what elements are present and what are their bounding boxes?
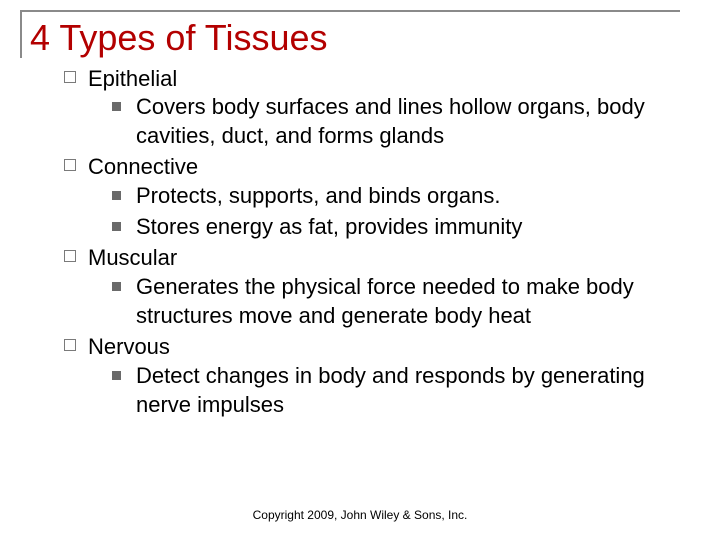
tissue-label: Connective [88, 152, 680, 182]
copyright-footer: Copyright 2009, John Wiley & Sons, Inc. [0, 508, 720, 522]
sub-text: Protects, supports, and binds organs. [136, 182, 680, 211]
sub-list: Protects, supports, and binds organs. St… [88, 182, 680, 241]
list-item: Nervous Detect changes in body and respo… [60, 332, 680, 419]
sub-list: Detect changes in body and responds by g… [88, 362, 680, 419]
sub-item: Generates the physical force needed to m… [108, 273, 680, 330]
list-item: Connective Protects, supports, and binds… [60, 152, 680, 241]
sub-item: Covers body surfaces and lines hollow or… [108, 93, 680, 150]
bullet-list: Epithelial Covers body surfaces and line… [60, 64, 680, 420]
content-area: Epithelial Covers body surfaces and line… [20, 64, 700, 420]
sub-list: Covers body surfaces and lines hollow or… [88, 93, 680, 150]
slide: 4 Types of Tissues Epithelial Covers bod… [0, 0, 720, 540]
tissue-label: Nervous [88, 332, 680, 362]
list-item: Epithelial Covers body surfaces and line… [60, 64, 680, 151]
tissue-label: Epithelial [88, 64, 680, 94]
tissue-label: Muscular [88, 243, 680, 273]
sub-text: Covers body surfaces and lines hollow or… [136, 93, 680, 150]
sub-item: Protects, supports, and binds organs. [108, 182, 680, 211]
sub-text: Detect changes in body and responds by g… [136, 362, 680, 419]
sub-text: Stores energy as fat, provides immunity [136, 213, 680, 242]
sub-item: Detect changes in body and responds by g… [108, 362, 680, 419]
list-item: Muscular Generates the physical force ne… [60, 243, 680, 330]
sub-item: Stores energy as fat, provides immunity [108, 213, 680, 242]
sub-text: Generates the physical force needed to m… [136, 273, 680, 330]
slide-title: 4 Types of Tissues [30, 18, 680, 58]
sub-list: Generates the physical force needed to m… [88, 273, 680, 330]
title-border: 4 Types of Tissues [20, 10, 680, 58]
